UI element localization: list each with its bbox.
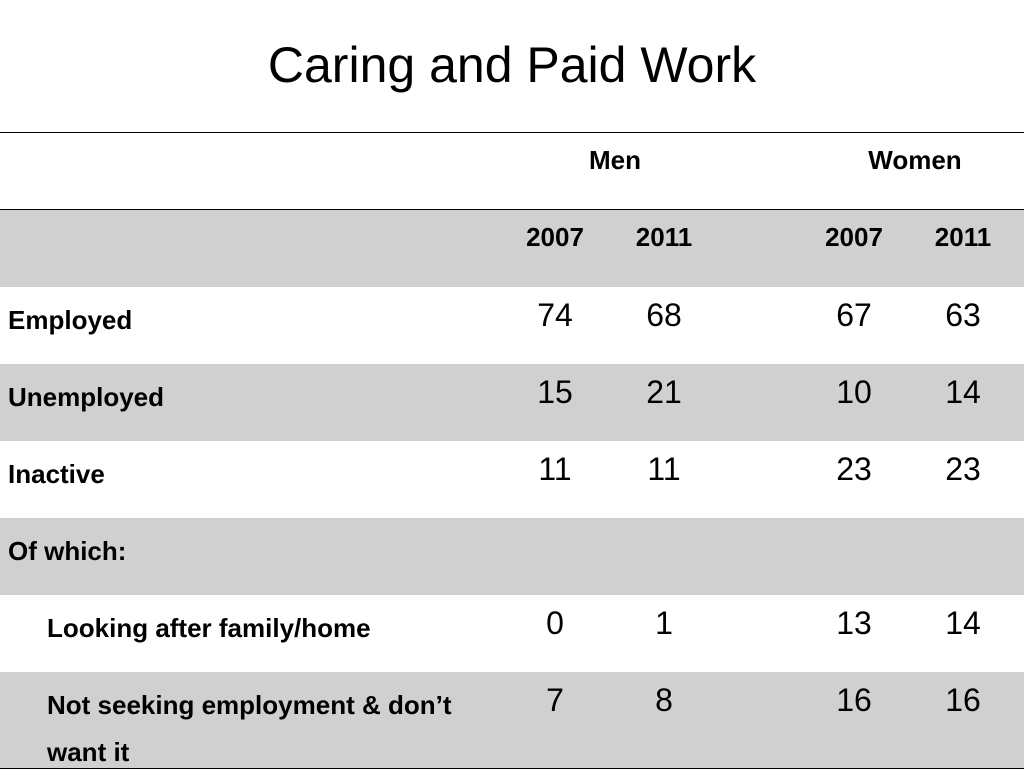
year-header-row: 2007 2011 2007 2011 [0, 210, 1024, 287]
group-header-men: Men [589, 145, 641, 175]
table-cell: 8 [655, 682, 673, 718]
table-cell: 0 [546, 605, 564, 641]
table-cell: 67 [836, 297, 872, 333]
table-cell: 63 [945, 297, 981, 333]
group-header-row: Men Women [0, 133, 1024, 210]
year-header: 2011 [934, 222, 992, 252]
row-label: Inactive [8, 459, 105, 489]
table-row-not-seeking-employment: Not seeking employment & don’t want it 7… [0, 672, 1024, 768]
table-cell: 11 [647, 451, 681, 487]
table-cell: 23 [945, 451, 981, 487]
row-label: Of which: [8, 536, 127, 566]
table-cell: 10 [836, 374, 872, 410]
row-label: Employed [8, 305, 133, 335]
table-row-inactive: Inactive 11 11 23 23 [0, 441, 1024, 518]
table-cell: 13 [836, 605, 872, 641]
row-label: Not seeking employment & don’t want it [47, 690, 452, 767]
row-label: Looking after family/home [47, 613, 371, 643]
table-cell: 68 [646, 297, 682, 333]
table-cell: 21 [646, 374, 682, 410]
group-header-women: Women [868, 145, 962, 175]
data-table: Men Women 2007 2011 2007 2011 Employed 7… [0, 132, 1024, 769]
table-row-employed: Employed 74 68 67 63 [0, 287, 1024, 364]
table-cell: 1 [655, 605, 673, 641]
row-label: Unemployed [8, 382, 165, 412]
table-cell: 14 [945, 605, 981, 641]
table-cell: 74 [537, 297, 573, 333]
table-cell: 15 [537, 374, 573, 410]
table-cell: 11 [538, 451, 572, 487]
table-cell: 23 [836, 451, 872, 487]
table-row-unemployed: Unemployed 15 21 10 14 [0, 364, 1024, 441]
table-cell: 7 [546, 682, 564, 718]
year-header: 2011 [635, 222, 693, 252]
slide-title: Caring and Paid Work [267, 37, 757, 93]
table-row-looking-after-family: Looking after family/home 0 1 13 14 [0, 595, 1024, 672]
table-row-of-which: Of which: [0, 518, 1024, 595]
year-header: 2007 [825, 222, 883, 252]
table-cell: 16 [836, 682, 872, 718]
table-cell: 14 [945, 374, 981, 410]
table-cell: 16 [945, 682, 981, 718]
year-header: 2007 [526, 222, 584, 252]
